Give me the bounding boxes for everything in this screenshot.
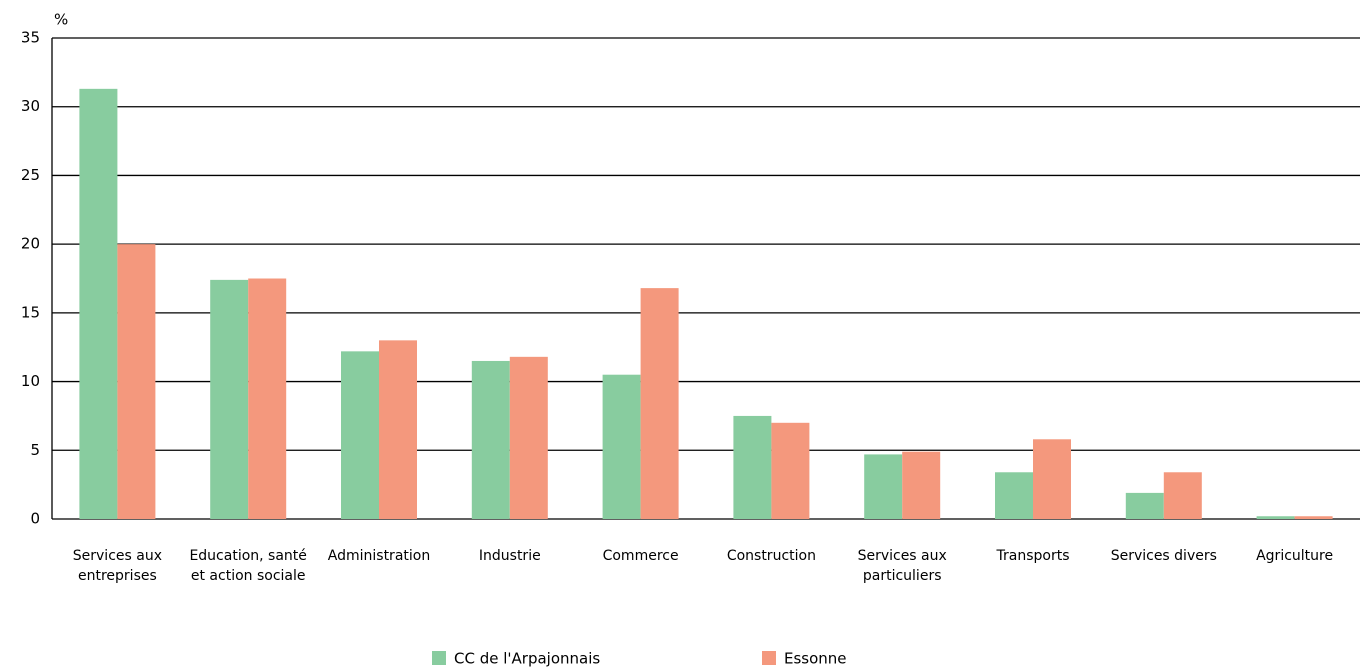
x-tick-label: Services aux entreprises [72,548,162,584]
bar [379,340,417,519]
x-tick-label: Agriculture [1256,548,1334,564]
y-tick-label: 25 [21,166,40,184]
bar [117,244,156,519]
bar [640,288,679,519]
x-tick-label: Commerce [602,548,679,564]
x-tick-label: Services aux particuliers [857,548,947,584]
x-tick-label: Industrie [478,548,541,564]
bar [341,351,379,519]
y-tick-label: 30 [21,97,40,115]
bar [210,279,249,519]
bar [902,451,941,519]
y-tick-label: 15 [21,303,40,321]
x-tick-label: Construction [726,548,816,564]
bar [1163,472,1202,519]
y-tick-label: 20 [21,235,40,253]
x-tick-label: Services divers [1110,548,1217,564]
legend-swatch [762,651,776,665]
y-tick-label: 35 [21,29,40,47]
bar [771,422,810,519]
bar [509,356,548,519]
bar [602,374,641,519]
bar [1294,516,1333,519]
bar [733,415,772,519]
y-tick-label: 10 [21,372,40,390]
bar [79,88,118,519]
x-tick-label: Administration [327,548,431,564]
y-tick-label: 5 [30,441,40,459]
bar [1125,492,1164,519]
bar [471,360,510,519]
bar [1033,439,1071,519]
x-tick-label: Education, santé et action sociale [189,548,307,584]
legend-label: Essonne [784,650,847,668]
y-tick-label: 0 [30,510,40,528]
legend-label: CC de l'Arpajonnais [454,650,600,668]
legend-swatch [432,651,446,665]
bar [995,472,1033,519]
bar [864,454,903,519]
bar [248,278,287,519]
y-unit-label: % [54,11,68,29]
bar [1256,516,1295,519]
x-tick-label: Transports [996,548,1070,564]
